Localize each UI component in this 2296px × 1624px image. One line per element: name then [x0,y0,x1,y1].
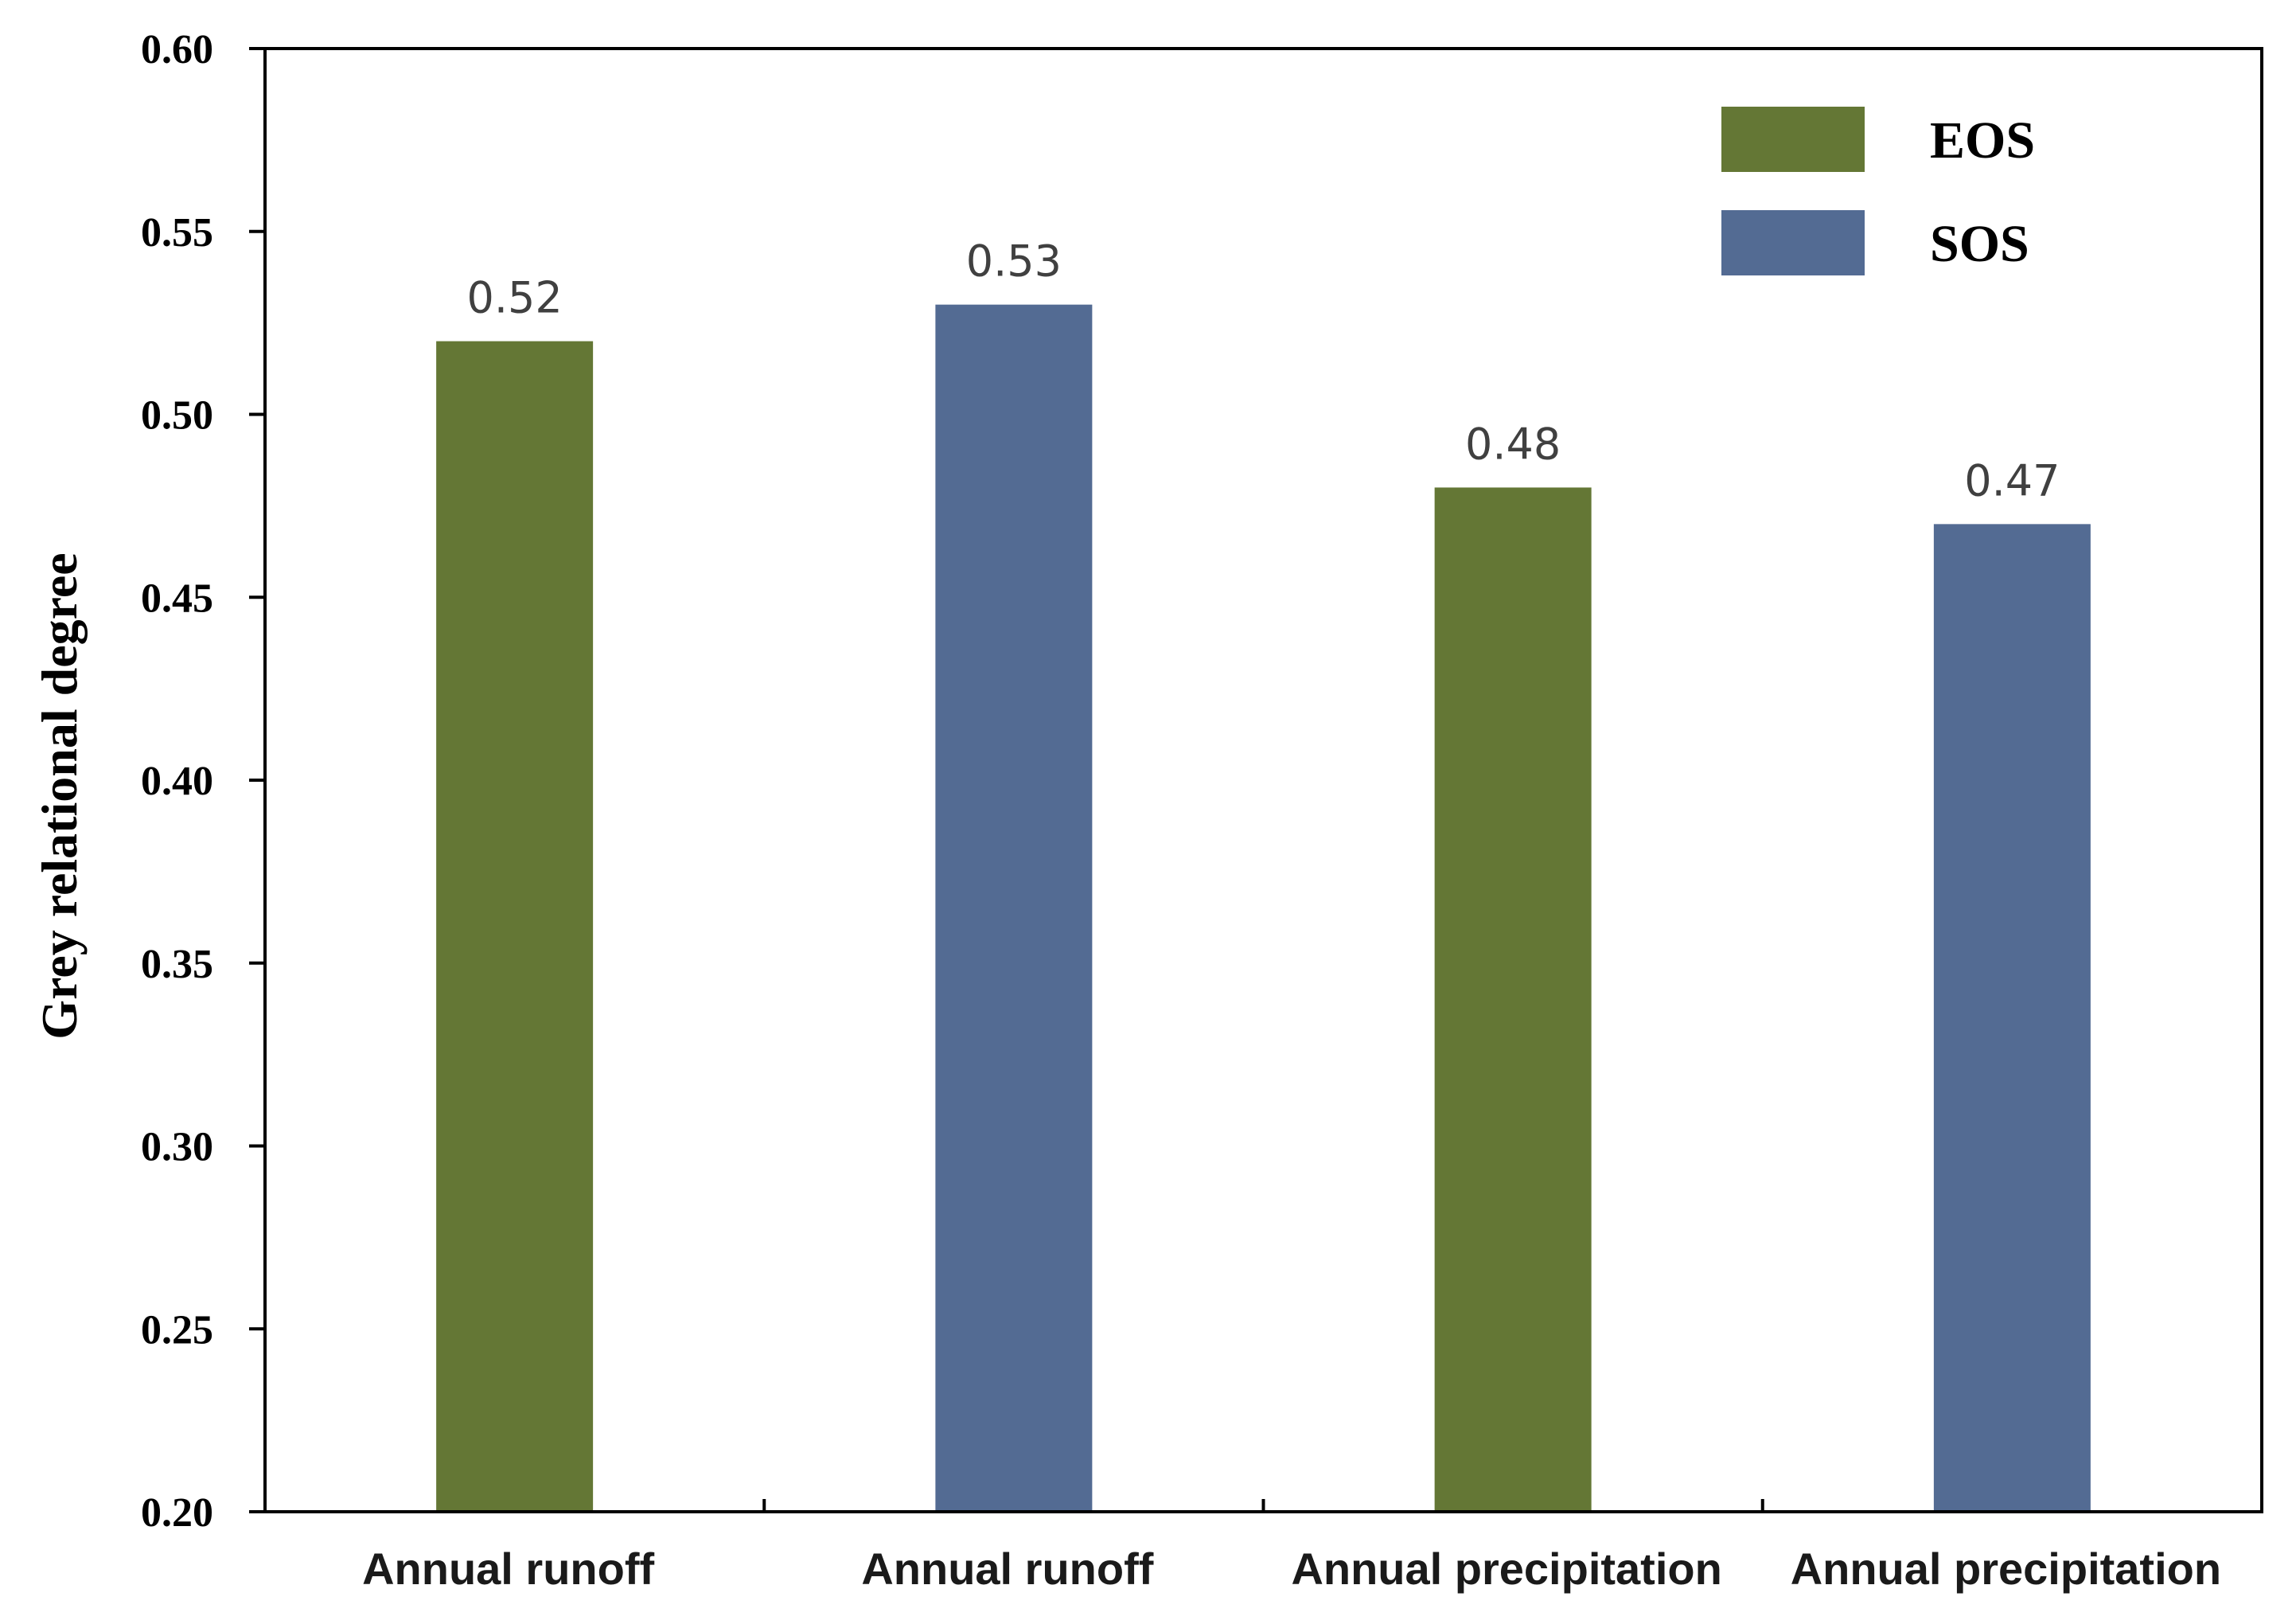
y-tick-label: 0.60 [141,27,213,72]
bar-value-label: 0.53 [966,236,1062,287]
bar-value-label: 0.47 [1964,455,2060,506]
legend: EOS SOS [1721,107,2035,275]
x-axis: Annual runoff Annual runoff Annual precipi… [362,1499,2221,1594]
x-tick-label: Annual precipitation [1791,1544,2221,1594]
legend-label-eos: EOS [1930,111,2035,170]
x-tick-label: Annual runoff [861,1544,1153,1594]
bar-sos [935,304,1093,1512]
bar-eos [436,341,594,1513]
bars: 0.52 0.53 0.48 0.47 [436,236,2091,1513]
y-tick-label: 0.20 [141,1490,213,1536]
legend-swatch-sos [1721,210,1865,275]
y-tick-label: 0.40 [141,759,213,804]
bar-value-label: 0.52 [467,273,563,323]
bar-eos [1434,487,1592,1512]
y-tick-label: 0.25 [141,1307,213,1353]
plot-frame [263,47,2263,1513]
bar-value-label: 0.48 [1465,419,1561,469]
y-tick-label: 0.35 [141,942,213,987]
legend-label-sos: SOS [1930,215,2029,273]
y-axis: 0.20 0.25 0.30 0.35 0.40 0.45 0.50 0.55 0.60 [141,27,265,1536]
y-tick-label: 0.55 [141,210,213,256]
bar-sos [1933,524,2091,1512]
y-tick-label: 0.45 [141,576,213,621]
x-tick-label: Annual runoff [362,1544,654,1594]
legend-swatch-eos [1721,107,1865,172]
y-tick-label: 0.30 [141,1125,213,1170]
y-tick-label: 0.50 [141,393,213,439]
y-axis-title: Grey relational degree [31,552,88,1039]
x-tick-label: Annual precipitation [1291,1544,1721,1594]
